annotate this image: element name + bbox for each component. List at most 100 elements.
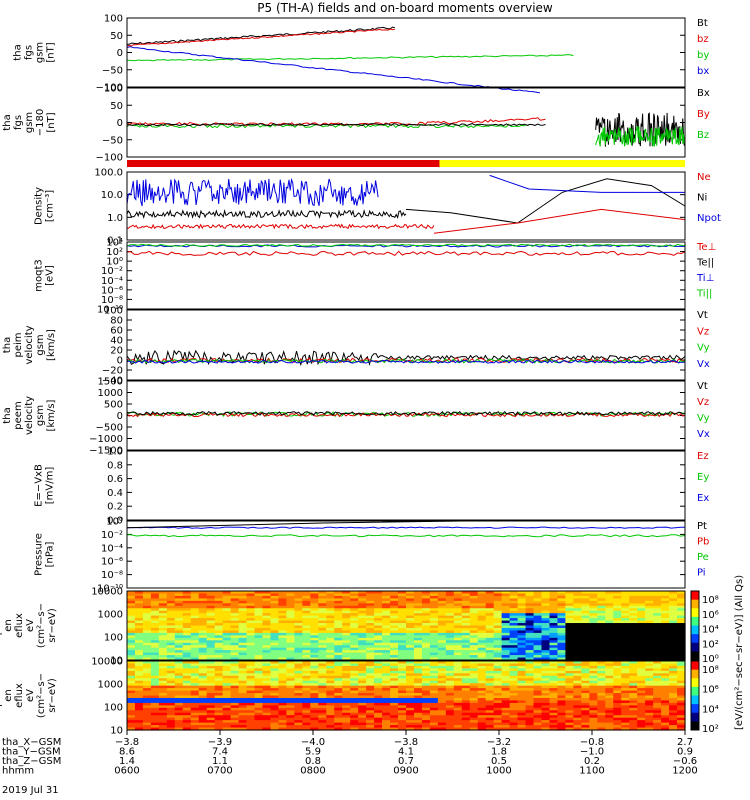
heatmap-cell [374, 663, 383, 667]
heatmap-cell [142, 673, 152, 677]
heatmap-cell [645, 712, 654, 716]
heatmap-cell [358, 640, 367, 644]
heatmap-cell [597, 637, 606, 641]
heatmap-cell [358, 700, 367, 704]
heatmap-cell [326, 683, 335, 687]
heatmap-cell [286, 591, 295, 595]
heatmap-cell [190, 702, 200, 706]
heatmap-cell [238, 593, 248, 597]
heatmap-cell [318, 712, 327, 716]
heatmap-cell [318, 707, 327, 711]
heatmap-cell [270, 673, 280, 677]
heatmap-cell [158, 712, 168, 716]
heatmap-cell [190, 668, 200, 672]
heatmap-cell [390, 710, 399, 714]
heatmap-cell [541, 610, 551, 614]
heatmap-cell [190, 630, 200, 634]
heatmap-cell [669, 683, 678, 687]
xaxis-value: −0.8 [580, 737, 604, 748]
heatmap-cell [127, 598, 136, 602]
heatmap-cell [142, 595, 152, 599]
legend-entry: Vx [697, 429, 710, 440]
heatmap-cell [653, 668, 662, 672]
heatmap-cell [382, 610, 391, 614]
heatmap-cell [222, 598, 232, 602]
heatmap-cell [358, 712, 367, 716]
heatmap-cell [246, 595, 256, 599]
heatmap-cell [549, 678, 559, 682]
ytick-label: 10⁻⁸ [101, 570, 123, 581]
heatmap-cell [453, 610, 463, 614]
heatmap-cell [142, 680, 152, 684]
xaxis-value: −0.6 [673, 756, 697, 767]
heatmap-cell [286, 712, 295, 716]
heatmap-cell [589, 690, 598, 694]
heatmap-cell [278, 670, 288, 674]
heatmap-cell [198, 632, 208, 636]
ylabel-line: eV [25, 619, 36, 632]
ylabel-line: [nT] [46, 112, 57, 132]
heatmap-cell [190, 603, 200, 607]
heatmap-cell [581, 720, 590, 724]
heatmap-cell [525, 665, 535, 669]
heatmap-cell [413, 608, 423, 612]
heatmap-cell [127, 655, 136, 659]
heatmap-cell [517, 615, 527, 619]
heatmap-cell [589, 603, 598, 607]
heatmap-cell [645, 707, 654, 711]
heatmap-cell [541, 710, 551, 714]
heatmap-cell [421, 657, 431, 661]
heatmap-cell [621, 623, 630, 627]
heatmap-cell [485, 608, 495, 612]
heatmap-cell [517, 613, 527, 617]
heatmap-cell [262, 697, 272, 702]
heatmap-cell [182, 702, 192, 706]
heatmap-cell [613, 695, 622, 699]
heatmap-cell [350, 613, 359, 617]
heatmap-cell [533, 603, 543, 607]
heatmap-cell [398, 705, 407, 709]
heatmap-cell [461, 630, 471, 634]
heatmap-cell [605, 635, 614, 639]
heatmap-cell [445, 645, 455, 649]
heatmap-cell [461, 705, 471, 709]
heatmap-cell [437, 623, 447, 627]
heatmap-cell [302, 605, 311, 609]
heatmap-cell [605, 627, 614, 632]
heatmap-cell [190, 635, 200, 639]
heatmap-cell [653, 623, 662, 627]
heatmap-cell [461, 702, 471, 706]
heatmap-cell [318, 650, 327, 654]
heatmap-cell [517, 702, 527, 706]
heatmap-cell [637, 615, 646, 619]
heatmap-cell [549, 712, 559, 716]
heatmap-cell [278, 710, 288, 714]
heatmap-cell [318, 615, 327, 619]
heatmap-cell [453, 603, 463, 607]
heatmap-cell [645, 665, 654, 669]
heatmap-cell [477, 655, 487, 659]
heatmap-cell [653, 650, 662, 654]
heatmap-cell [557, 695, 567, 699]
heatmap-cell [661, 632, 670, 636]
heatmap-cell [565, 695, 574, 699]
heatmap-cell [150, 657, 160, 661]
heatmap-cell [270, 720, 280, 724]
heatmap-cell [214, 673, 224, 677]
heatmap-cell [557, 625, 567, 629]
heatmap-cell [589, 598, 598, 602]
heatmap-cell [461, 613, 471, 617]
heatmap-cell [246, 725, 256, 729]
heatmap-cell [294, 618, 303, 622]
heatmap-cell [254, 661, 264, 665]
heatmap-cell [254, 613, 264, 617]
heatmap-cell [437, 695, 447, 699]
heatmap-cell [182, 688, 192, 692]
heatmap-cell [174, 613, 184, 617]
heatmap-cell [533, 705, 543, 709]
heatmap-cell [661, 598, 670, 602]
heatmap-cell [206, 615, 216, 619]
heatmap-cell [198, 695, 208, 699]
heatmap-cell [573, 593, 582, 597]
heatmap-cell [429, 657, 439, 661]
